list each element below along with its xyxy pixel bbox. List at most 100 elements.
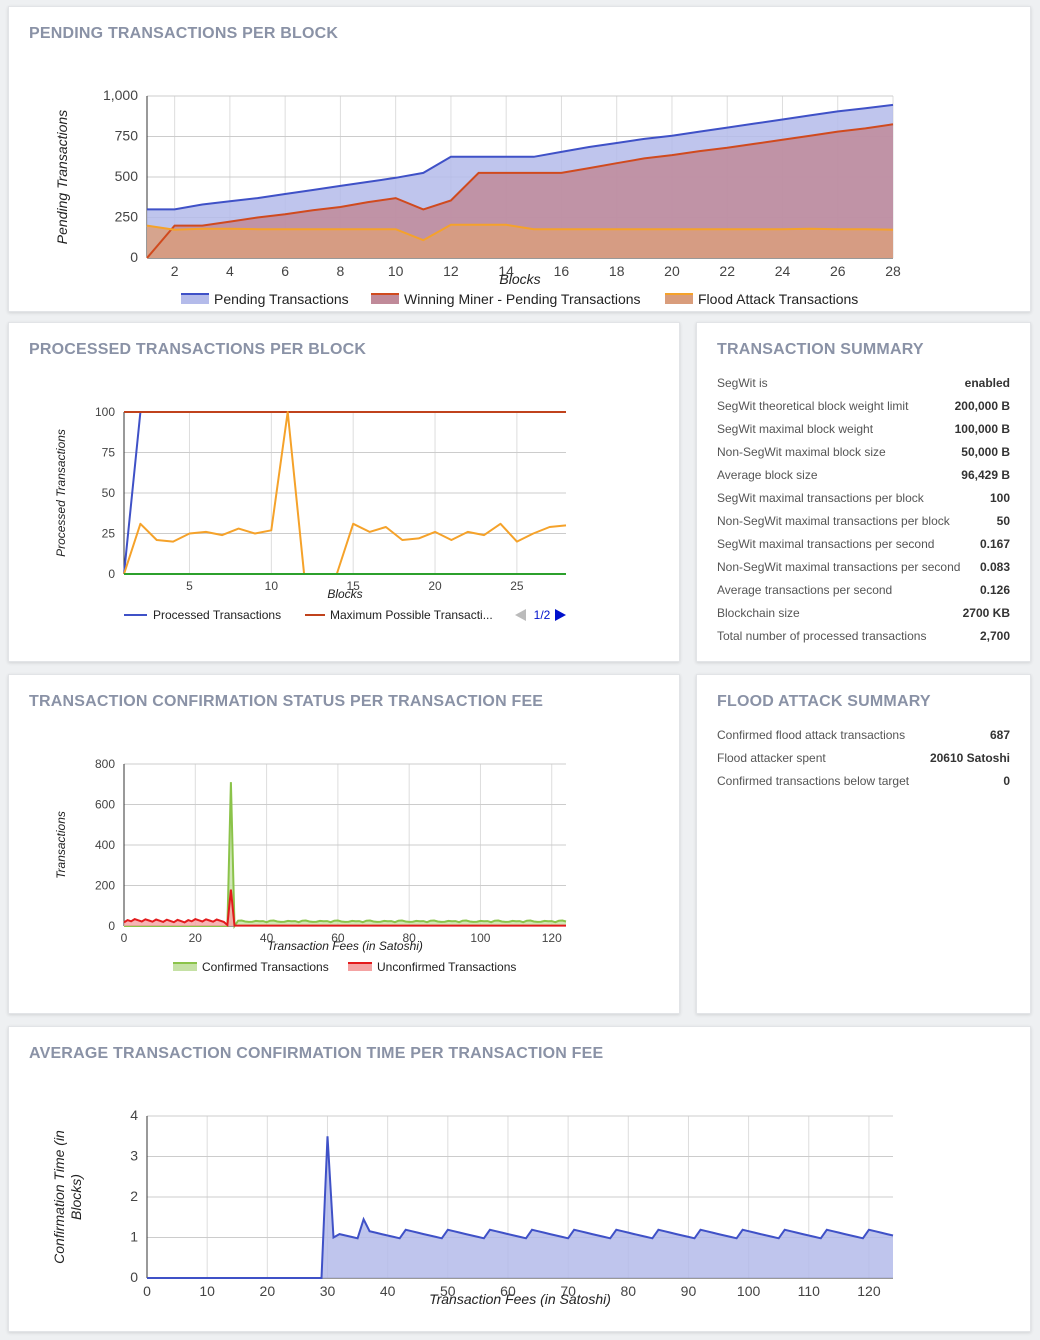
data-point [284, 228, 286, 230]
summary-row: Non-SegWit maximal transactions per seco… [717, 555, 1010, 578]
summary-card: TRANSACTION SUMMARY SegWit is enabled SegW… [696, 322, 1031, 662]
legend-swatch [173, 963, 197, 971]
summary-row: SegWit maximal transactions per second 0.… [717, 532, 1010, 555]
data-point [616, 228, 618, 230]
data-point [336, 411, 338, 413]
summary-row-value: 2700 KB [962, 605, 1010, 620]
y-tick-label: 2 [130, 1188, 138, 1204]
data-point [588, 146, 590, 148]
data-point [864, 107, 866, 109]
data-point [565, 524, 567, 526]
data-point [483, 411, 485, 413]
legend-prev-icon[interactable] [515, 609, 526, 621]
data-point [565, 411, 567, 413]
summary-row: Non-SegWit maximal transactions per bloc… [717, 509, 1010, 532]
data-point [172, 411, 174, 413]
data-point [139, 411, 141, 413]
flood-title: FLOOD ATTACK SUMMARY [717, 693, 931, 710]
summary-row-value: 2,700 [979, 628, 1010, 643]
summary-row-value: 0.167 [979, 536, 1010, 551]
legend-label: Flood Attack Transactions [698, 291, 858, 307]
data-point [146, 257, 148, 259]
y-tick-label: 4 [130, 1107, 138, 1123]
data-point [560, 172, 562, 174]
data-point [483, 534, 485, 536]
y-tick-label: 200 [95, 879, 115, 893]
data-point [172, 573, 174, 575]
summary-row-label: SegWit maximal transactions per block [717, 490, 924, 505]
x-tick-label: 50 [440, 1283, 456, 1299]
y-tick-label: 250 [115, 209, 139, 225]
data-point [189, 411, 191, 413]
data-point [671, 228, 673, 230]
data-point [450, 200, 452, 202]
x-tick-label: 80 [621, 1283, 637, 1299]
data-point [352, 573, 354, 575]
x-tick-label: 8 [337, 263, 345, 279]
data-point [500, 411, 502, 413]
data-point [319, 411, 321, 413]
summary-row-label: Total number of processed transactions [717, 628, 927, 643]
data-point [205, 573, 207, 575]
series-line-2 [146, 223, 894, 242]
data-point [189, 533, 191, 535]
data-point [726, 228, 728, 230]
data-point [864, 127, 866, 129]
y-tick-label: 1,000 [103, 87, 138, 103]
legend-label: Maximum Possible Transacti... [330, 608, 493, 622]
data-point [367, 228, 369, 230]
data-point [892, 123, 894, 125]
x-tick-label: 0 [143, 1283, 151, 1299]
data-point [516, 573, 518, 575]
data-point [336, 573, 338, 575]
data-point [352, 411, 354, 413]
data-point [532, 533, 534, 535]
summary-row-value: 200,000 B [954, 398, 1010, 413]
data-point [221, 411, 223, 413]
data-point [401, 573, 403, 575]
data-point [257, 217, 259, 219]
series-line-0 [147, 103, 894, 211]
data-point [270, 529, 272, 531]
data-point [270, 573, 272, 575]
summary-row-value: 20610 Satoshi [929, 750, 1010, 765]
summary-row-value: 0 [1003, 773, 1010, 788]
data-point [782, 139, 784, 141]
series-line-1 [146, 123, 894, 259]
summary-row-label: SegWit theoretical block weight limit [717, 398, 909, 413]
data-point [174, 225, 176, 227]
legend-swatch [348, 963, 372, 971]
data-point [146, 225, 148, 227]
legend-swatch [371, 294, 399, 304]
data-point [201, 228, 203, 230]
data-point [146, 208, 148, 210]
x-tick-label: 15 [347, 579, 361, 593]
data-point [467, 531, 469, 533]
summary-row: Blockchain size 2700 KB [717, 601, 1010, 624]
legend-label: Winning Miner - Pending Transactions [404, 291, 641, 307]
legend-label: Pending Transactions [214, 291, 349, 307]
data-point [699, 131, 701, 133]
data-point [726, 147, 728, 149]
x-tick-label: 20 [189, 931, 203, 945]
x-tick-label: 60 [500, 1283, 516, 1299]
legend-next-icon[interactable] [555, 609, 566, 621]
data-point [532, 573, 534, 575]
area-fill-0 [124, 782, 566, 926]
data-point [303, 411, 305, 413]
data-point [352, 523, 354, 525]
summary-row-value: 50,000 B [961, 444, 1010, 459]
data-point [450, 573, 452, 575]
data-point [418, 411, 420, 413]
data-point [395, 197, 397, 199]
data-point [229, 200, 231, 202]
data-point [422, 172, 424, 174]
data-point [782, 228, 784, 230]
y-tick-label: 0 [108, 919, 115, 933]
data-point [478, 224, 480, 226]
avgtime-title: AVERAGE TRANSACTION CONFIRMATION TIME PE… [29, 1045, 604, 1062]
summary-row-label: Average block size [717, 467, 818, 482]
data-point [123, 573, 125, 575]
data-point [238, 528, 240, 530]
data-point [385, 526, 387, 528]
